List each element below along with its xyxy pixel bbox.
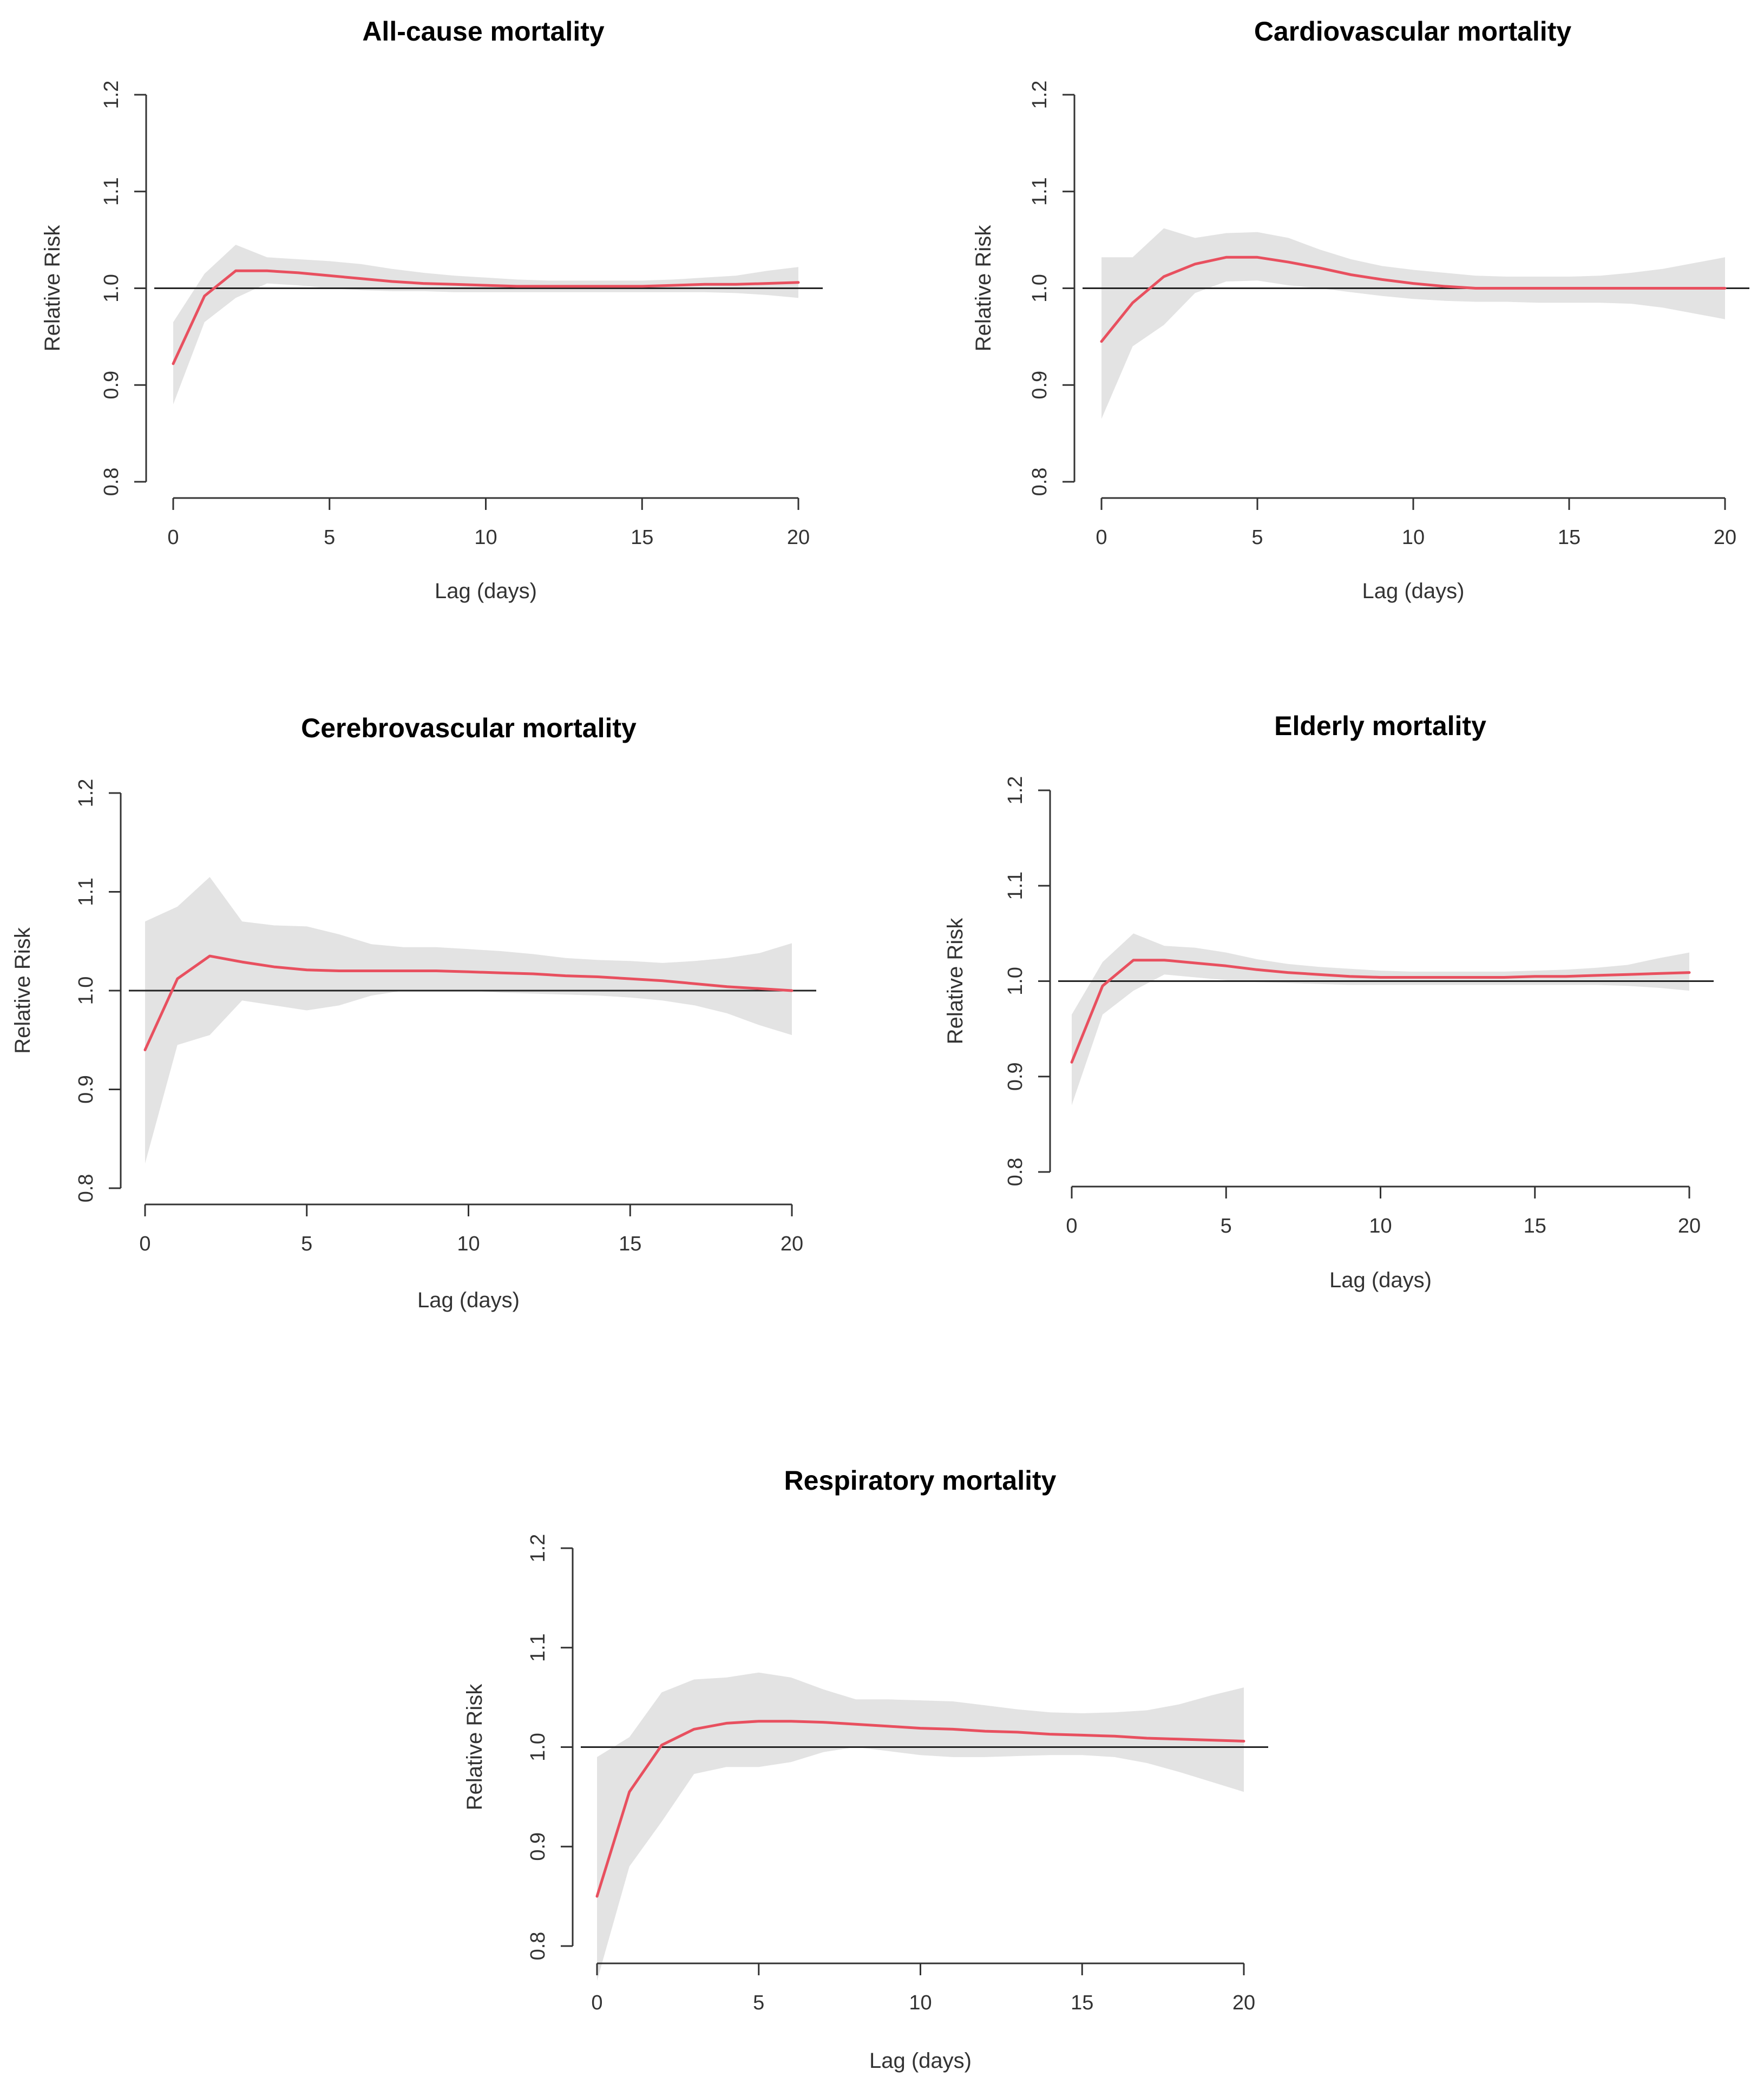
chart-title: All-cause mortality [362,16,605,47]
x-tick-label: 5 [1251,526,1263,549]
y-tick-label: 0.8 [527,1932,549,1961]
y-axis-label: Relative Risk [972,225,995,351]
y-tick-label: 1.1 [527,1633,549,1662]
x-tick-label: 0 [167,526,179,549]
y-tick-label: 1.1 [75,877,97,906]
x-axis-label: Lag (days) [417,1288,520,1312]
confidence-band [145,877,792,1164]
y-tick-label: 1.2 [100,81,123,109]
y-tick-label: 1.0 [527,1733,549,1761]
y-tick-label: 1.1 [100,177,123,206]
x-tick-label: 0 [139,1233,150,1255]
y-tick-label: 1.0 [1004,967,1027,995]
y-axis-label: Relative Risk [11,927,35,1053]
confidence-band [173,245,798,404]
chart-title: Elderly mortality [1274,711,1486,741]
y-tick-label: 1.1 [1004,872,1027,900]
x-axis-label: Lag (days) [1329,1268,1432,1292]
x-tick-label: 20 [1232,1992,1255,2014]
y-tick-label: 1.2 [1028,81,1051,109]
x-tick-label: 20 [1714,526,1736,549]
chart-panel-elderly: Elderly mortality 0.8 0.9 1.0 1.1 1.2 0 5 10 15 20… [943,711,1714,1292]
relative-risk-line [143,954,794,1051]
y-tick-label: 1.2 [1004,776,1027,805]
y-tick-label: 0.9 [1004,1062,1027,1091]
x-tick-label: 15 [619,1233,641,1255]
x-tick-label: 5 [324,526,335,549]
relative-risk-line [1100,256,1727,343]
confidence-band [1101,228,1725,419]
x-tick-label: 10 [1402,526,1425,549]
chart-panel-all-cause: All-cause mortality 0.8 0.9 1.0 1.1 1.2 0 5 10 15… [41,16,823,603]
x-tick-label: 15 [1071,1992,1093,2014]
x-tick-label: 5 [301,1233,312,1255]
x-tick-label: 5 [753,1992,764,2014]
y-tick-label: 0.8 [100,468,123,496]
y-axis-label: Relative Risk [41,225,64,351]
y-tick-label: 0.8 [1028,468,1051,496]
y-axis-label: Relative Risk [943,918,967,1044]
x-tick-label: 10 [1369,1215,1392,1237]
x-tick-label: 20 [787,526,810,549]
relative-risk-line [595,1720,1245,1898]
x-tick-label: 0 [1066,1215,1077,1237]
chart-panel-cardiovascular: Cardiovascular mortality 0.8 0.9 1.0 1.1 1.2 0… [972,16,1749,603]
x-axis-label: Lag (days) [435,579,537,603]
relative-risk-line [1070,959,1691,1064]
y-tick-label: 1.0 [1028,274,1051,303]
relative-risk-line [172,269,800,365]
x-tick-label: 15 [1524,1215,1546,1237]
x-tick-label: 0 [1096,526,1107,549]
y-tick-label: 0.9 [1028,371,1051,399]
x-tick-label: 5 [1221,1215,1232,1237]
x-tick-label: 10 [457,1233,480,1255]
y-axis-label: Relative Risk [463,1684,487,1810]
x-tick-label: 15 [1558,526,1581,549]
chart-panel-respiratory: Respiratory mortality 0.8 0.9 1.0 1.1 1.2 0 5 10… [463,1465,1268,2073]
x-tick-label: 20 [1678,1215,1701,1237]
confidence-band [597,1672,1244,1981]
y-tick-label: 0.9 [75,1075,97,1104]
x-axis-label: Lag (days) [869,2049,972,2073]
chart-title: Cardiovascular mortality [1254,16,1572,47]
y-tick-label: 0.9 [100,371,123,399]
y-tick-label: 0.8 [1004,1158,1027,1187]
y-tick-label: 1.2 [527,1534,549,1563]
x-axis-label: Lag (days) [1362,579,1465,603]
chart-title: Cerebrovascular mortality [301,713,637,743]
y-tick-label: 1.1 [1028,177,1051,206]
chart-title: Respiratory mortality [784,1465,1057,1496]
y-tick-label: 1.2 [75,779,97,808]
y-tick-label: 1.0 [75,977,97,1005]
y-tick-label: 0.8 [75,1174,97,1203]
x-tick-label: 0 [591,1992,602,2014]
x-tick-label: 15 [631,526,653,549]
x-tick-label: 20 [781,1233,803,1255]
x-tick-label: 10 [474,526,497,549]
y-tick-label: 1.0 [100,274,123,303]
y-tick-label: 0.9 [527,1832,549,1861]
x-tick-label: 10 [909,1992,932,2014]
chart-panel-cerebrovascular: Cerebrovascular mortality 0.8 0.9 1.0 1.1 1.2… [11,713,816,1312]
